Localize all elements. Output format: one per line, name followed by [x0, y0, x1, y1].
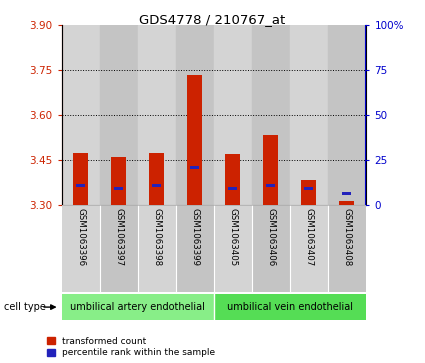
Bar [228, 187, 237, 190]
Bar [301, 180, 316, 205]
Text: umbilical vein endothelial: umbilical vein endothelial [227, 302, 352, 312]
Bar [328, 25, 366, 205]
Bar [138, 205, 176, 292]
Bar [187, 75, 202, 205]
Bar [213, 205, 252, 292]
Bar [152, 184, 162, 187]
Text: GDS4778 / 210767_at: GDS4778 / 210767_at [139, 13, 286, 26]
Text: GSM1063399: GSM1063399 [190, 208, 199, 266]
Text: cell type: cell type [4, 302, 46, 312]
Bar [99, 25, 138, 205]
Bar [266, 184, 275, 187]
Bar [62, 205, 99, 292]
Bar [225, 154, 240, 205]
Bar [114, 187, 123, 190]
Bar [62, 294, 213, 320]
Text: GSM1063407: GSM1063407 [304, 208, 313, 266]
Bar [289, 205, 328, 292]
Text: GSM1063396: GSM1063396 [76, 208, 85, 266]
Bar [99, 205, 138, 292]
Bar [328, 205, 366, 292]
Bar [252, 25, 289, 205]
Bar [176, 25, 213, 205]
Bar [252, 205, 289, 292]
Legend: transformed count, percentile rank within the sample: transformed count, percentile rank withi… [47, 337, 215, 358]
Text: GSM1063406: GSM1063406 [266, 208, 275, 266]
Bar [339, 201, 354, 205]
Bar [62, 25, 99, 205]
Bar [289, 25, 328, 205]
Bar [263, 135, 278, 205]
Bar [304, 187, 313, 190]
Text: GSM1063408: GSM1063408 [342, 208, 351, 266]
Bar [213, 294, 366, 320]
Bar [213, 25, 252, 205]
Bar [176, 205, 213, 292]
Bar [111, 157, 126, 205]
Bar [73, 153, 88, 205]
Bar [190, 166, 199, 169]
Text: GSM1063398: GSM1063398 [152, 208, 161, 266]
Text: GSM1063405: GSM1063405 [228, 208, 237, 266]
Bar [138, 25, 176, 205]
Bar [149, 153, 164, 205]
Bar [342, 192, 351, 195]
Bar [76, 184, 85, 187]
Text: umbilical artery endothelial: umbilical artery endothelial [70, 302, 205, 312]
Text: GSM1063397: GSM1063397 [114, 208, 123, 266]
